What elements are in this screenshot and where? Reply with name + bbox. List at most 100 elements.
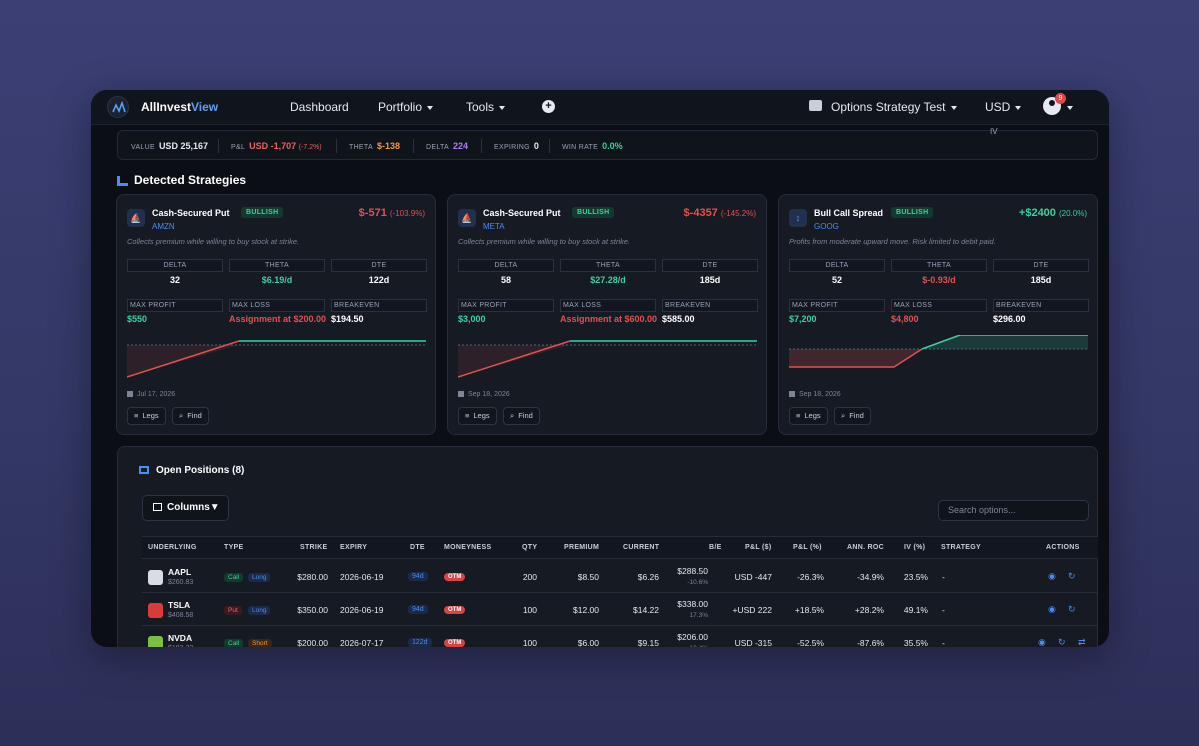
find-button[interactable]: ⌕ Find <box>503 407 540 425</box>
detected-strategies-heading: Detected Strategies <box>117 173 246 187</box>
metric-value: $7,200 <box>789 314 817 324</box>
ticker-link[interactable]: META <box>483 222 505 231</box>
column-header[interactable]: PREMIUM <box>564 544 600 551</box>
legs-button-label: Legs <box>473 411 490 420</box>
metric-value: $4,800 <box>891 314 919 324</box>
divider <box>549 139 550 153</box>
view-icon[interactable]: ◉ <box>1048 604 1056 614</box>
metric-header: MAX LOSS <box>229 299 325 312</box>
bias-badge: BULLISH <box>572 207 615 218</box>
metric-header: MAX PROFIT <box>127 299 223 312</box>
account-selector[interactable]: Options Strategy Test <box>831 100 957 114</box>
table-row[interactable]: NVDA $183.22 Call Short $200.00 2026-07-17 122… <box>142 626 1098 647</box>
column-header[interactable]: MONEYNESS <box>444 544 492 551</box>
metric-value: $550 <box>127 314 148 324</box>
find-button[interactable]: ⌕ Find <box>834 407 871 425</box>
metric-value: $194.50 <box>331 314 364 324</box>
view-icon[interactable]: ◉ <box>1038 637 1046 647</box>
calendar-icon <box>789 391 795 398</box>
stat-value-text: 0 <box>533 141 539 151</box>
column-header[interactable]: CURRENT <box>623 544 660 551</box>
pnl-cell: +USD 222 <box>732 605 772 615</box>
refresh-icon[interactable]: ↻ <box>1058 637 1066 647</box>
underlying-symbol[interactable]: TSLA <box>168 600 191 610</box>
legs-button[interactable]: ≡ Legs <box>789 407 828 425</box>
company-logo-icon <box>148 570 163 585</box>
stat-win-rate: WIN RATE 0.0% <box>562 141 623 151</box>
top-navbar: AllInvestView Dashboard Portfolio Tools … <box>91 90 1109 125</box>
metric-header: DTE <box>662 259 758 272</box>
refresh-icon[interactable]: ↻ <box>1068 604 1076 614</box>
column-header[interactable]: STRATEGY <box>941 544 981 551</box>
portfolio-stats-bar: VALUE USD 25,167 P&L USD -1,707 (-7.2%) TH… <box>117 130 1098 160</box>
column-header[interactable]: EXPIRY <box>340 544 368 551</box>
expiry-date: Sep 18, 2026 <box>789 391 841 398</box>
column-header[interactable]: ANN. ROC <box>847 544 885 551</box>
metric-header: MAX LOSS <box>891 299 987 312</box>
strategy-description: Collects premium while willing to buy st… <box>458 237 631 246</box>
legs-button[interactable]: ≡ Legs <box>127 407 166 425</box>
payoff-chart <box>127 340 426 378</box>
payoff-chart <box>789 335 1088 368</box>
expiry-cell: 2026-06-19 <box>340 572 384 582</box>
underlying-symbol[interactable]: NVDA <box>168 633 193 643</box>
stat-pct: (-7.2%) <box>298 144 322 151</box>
view-icon[interactable]: ◉ <box>1048 571 1056 581</box>
currency-selector[interactable]: USD <box>985 100 1022 114</box>
find-button-label: Find <box>849 411 864 420</box>
table-row[interactable]: TSLA $408.58 Put Long $350.00 2026-06-19 94d OT… <box>142 593 1098 626</box>
brand-name-part: AllInvest <box>141 100 192 114</box>
nav-portfolio[interactable]: Portfolio <box>378 100 434 114</box>
strategy-icon: ↕ <box>789 209 807 227</box>
strategy-cell: - <box>942 605 945 615</box>
chevron-down-icon[interactable] <box>1067 106 1073 110</box>
column-header[interactable]: IV (%) <box>904 544 926 551</box>
pnl-percent-cell: +18.5% <box>794 605 824 615</box>
expiry-date: Jul 17, 2026 <box>127 391 175 398</box>
strategy-name: Cash-Secured Put <box>483 208 561 218</box>
column-header[interactable]: ACTIONS <box>1046 544 1080 551</box>
table-row[interactable]: AAPL $260.83 Call Long $280.00 2026-06-19 94d O… <box>142 560 1098 593</box>
ann-roc-cell: -87.6% <box>857 638 884 647</box>
column-header[interactable]: B/E <box>709 544 722 551</box>
nav-tools[interactable]: Tools <box>466 100 506 114</box>
breakeven-percent: -12.4% <box>687 645 708 647</box>
find-button[interactable]: ⌕ Find <box>172 407 209 425</box>
column-header[interactable]: DTE <box>410 544 425 551</box>
ticker-link[interactable]: GOOG <box>814 222 839 231</box>
brand-name[interactable]: AllInvestView <box>141 100 218 114</box>
refresh-icon[interactable]: ↻ <box>1068 571 1076 581</box>
brand-logo-icon[interactable] <box>107 96 129 118</box>
strike-cell: $280.00 <box>297 572 328 582</box>
breakeven-value: $206.00 <box>677 632 708 642</box>
strategy-description: Profits from moderate upward move. Risk … <box>789 237 996 246</box>
legs-button[interactable]: ≡ Legs <box>458 407 497 425</box>
column-header[interactable]: STRIKE <box>300 544 328 551</box>
strategy-cell: - <box>942 572 945 582</box>
column-header[interactable]: TYPE <box>224 544 244 551</box>
stat-expiring: EXPIRING 0 <box>494 141 539 151</box>
metric-header: DELTA <box>458 259 554 272</box>
search-input[interactable]: Search options... <box>938 500 1089 521</box>
option-type-badge: Call <box>224 573 244 582</box>
underlying-symbol[interactable]: AAPL <box>168 567 192 577</box>
column-header[interactable]: P&L (%) <box>793 544 822 551</box>
column-header[interactable]: UNDERLYING <box>148 544 197 551</box>
columns-icon <box>153 503 162 512</box>
stat-value-text: 0.0% <box>602 141 623 151</box>
swap-icon[interactable]: ⇄ <box>1078 637 1086 647</box>
strategy-card: ⛵ Cash-Secured Put BULLISH META $-4357 (-145… <box>447 194 767 435</box>
position-side-badge: Short <box>248 639 272 647</box>
divider <box>413 139 414 153</box>
search-icon: ⌕ <box>179 411 184 420</box>
ticker-link[interactable]: AMZN <box>152 222 175 231</box>
dte-badge: 122d <box>408 638 432 647</box>
expiry-date-text: Sep 18, 2026 <box>468 391 510 398</box>
column-header[interactable]: P&L ($) <box>745 544 772 551</box>
bias-badge: BULLISH <box>891 207 934 218</box>
add-icon[interactable]: + <box>542 100 555 113</box>
column-header[interactable]: QTY <box>522 544 538 551</box>
premium-cell: $6.00 <box>577 638 599 647</box>
nav-dashboard[interactable]: Dashboard <box>290 100 349 114</box>
columns-button[interactable]: Columns▼ <box>142 495 229 521</box>
